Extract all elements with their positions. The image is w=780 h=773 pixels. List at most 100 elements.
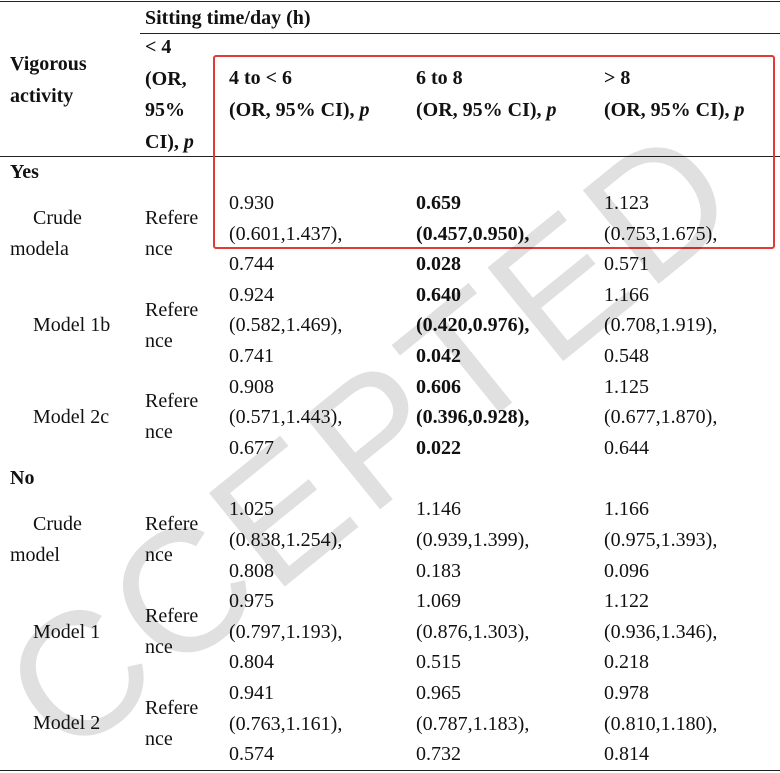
result-cell: 1.166 (0.975,1.393), 0.096 (604, 494, 780, 586)
reference: Refere nce (145, 188, 215, 280)
reference-line: Refere (145, 298, 199, 321)
result-cell: 0.941 (0.763,1.161), 0.574 (229, 678, 414, 770)
row-label-text: Model 1b (33, 314, 111, 337)
reference-line: Refere (145, 696, 199, 719)
reference-line: nce (145, 727, 173, 750)
row-label: Model 1b (10, 280, 128, 372)
row-label: Model 1 (10, 586, 128, 678)
reference-line: nce (145, 421, 173, 444)
result-p: 0.808 (229, 559, 274, 582)
result-p: 0.804 (229, 651, 274, 674)
result-ci: (0.797,1.193), (229, 620, 343, 643)
column-label: (OR, 95% CI), (145, 67, 187, 153)
result-or: 1.123 (604, 192, 649, 214)
reference-line: nce (145, 636, 173, 659)
row-label-text: Model 2c (33, 405, 110, 428)
column-p: p (183, 130, 194, 153)
result-p: 0.183 (416, 559, 461, 582)
result-cell: 1.146 (0.939,1.399), 0.183 (416, 494, 601, 586)
column-range: > 8 (604, 67, 631, 89)
result-or: 0.908 (229, 375, 274, 398)
reference-line: nce (145, 544, 173, 567)
result-ci: (0.677,1.870), (604, 406, 718, 429)
result-or: 1.025 (229, 498, 274, 521)
reference: Refere nce (145, 494, 215, 586)
result-ci: (0.582,1.469), (229, 314, 343, 337)
reference-line: nce (145, 329, 173, 352)
result-p: 0.548 (604, 344, 649, 367)
result-or: 1.166 (604, 283, 649, 306)
result-cell: 1.069 (0.876,1.303), 0.515 (416, 586, 601, 678)
row-label: Crude modela (10, 188, 128, 280)
result-p: 0.218 (604, 651, 649, 674)
column-header: < 4 (OR, 95% CI), p (145, 32, 213, 158)
result-or: 0.975 (229, 590, 274, 613)
result-ci: (0.708,1.919), (604, 314, 718, 337)
result-ci: (0.457,0.950), (416, 222, 530, 245)
result-ci: (0.571,1.443), (229, 406, 343, 429)
result-cell: 1.122 (0.936,1.346), 0.218 (604, 586, 780, 678)
reference-line: Refere (145, 390, 199, 413)
reference: Refere nce (145, 586, 215, 678)
result-ci: (0.975,1.393), (604, 528, 718, 551)
result-p: 0.574 (229, 743, 274, 766)
result-or: 0.941 (229, 682, 274, 704)
column-range: 4 to < 6 (229, 67, 293, 89)
row-label: Crude model (10, 494, 128, 586)
result-cell: 0.640 (0.420,0.976), 0.042 (416, 280, 601, 372)
column-p: p (546, 98, 557, 121)
reference: Refere nce (145, 280, 215, 372)
column-range: < 4 (145, 36, 172, 58)
column-header: > 8 (OR, 95% CI), p (604, 63, 780, 126)
result-or: 0.978 (604, 682, 649, 704)
header-rule (0, 156, 780, 157)
result-or: 1.069 (416, 590, 461, 613)
result-cell: 0.924 (0.582,1.469), 0.741 (229, 280, 414, 372)
reference-line: Refere (145, 206, 199, 229)
reference: Refere nce (145, 678, 215, 770)
column-header: 4 to < 6 (OR, 95% CI), p (229, 63, 414, 126)
result-cell: 0.606 (0.396,0.928), 0.022 (416, 372, 601, 464)
row-label-text: Crude modela (10, 206, 82, 260)
result-ci: (0.838,1.254), (229, 528, 343, 551)
result-ci: (0.396,0.928), (416, 406, 530, 429)
result-p: 0.741 (229, 344, 274, 367)
reference: Refere nce (145, 372, 215, 464)
result-cell: 0.659 (0.457,0.950), 0.028 (416, 188, 601, 280)
reference-line: Refere (145, 513, 199, 536)
column-label: (OR, 95% CI), (229, 98, 355, 121)
row-label-text: Model 2 (33, 712, 101, 735)
row-label-text: Crude model (10, 513, 82, 567)
result-p: 0.096 (604, 559, 649, 582)
group-rule (140, 33, 780, 34)
result-ci: (0.936,1.346), (604, 620, 718, 643)
row-header: Vigorous activity (10, 53, 87, 107)
result-or: 0.659 (416, 192, 461, 214)
highlight-box (213, 55, 775, 249)
result-or: 1.125 (604, 375, 649, 398)
result-p: 0.571 (604, 253, 649, 276)
result-ci: (0.601,1.437), (229, 222, 343, 245)
result-cell: 0.908 (0.571,1.443), 0.677 (229, 372, 414, 464)
bottom-rule (0, 770, 780, 771)
result-p: 0.022 (416, 436, 461, 459)
result-or: 1.146 (416, 498, 461, 521)
section-title: No (10, 467, 35, 490)
result-or: 0.606 (416, 375, 461, 398)
result-or: 1.122 (604, 590, 649, 613)
result-p: 0.028 (416, 253, 461, 276)
result-ci: (0.420,0.976), (416, 314, 530, 337)
result-or: 0.924 (229, 283, 274, 306)
result-ci: (0.810,1.180), (604, 712, 718, 735)
result-p: 0.644 (604, 436, 649, 459)
row-label: Model 2c (10, 372, 128, 464)
result-ci: (0.787,1.183), (416, 712, 530, 735)
column-p: p (734, 98, 745, 121)
result-or: 0.930 (229, 192, 274, 214)
result-p: 0.814 (604, 743, 649, 766)
result-cell: 1.123 (0.753,1.675), 0.571 (604, 188, 780, 280)
column-range: 6 to 8 (416, 67, 463, 89)
result-or: 0.640 (416, 283, 461, 306)
result-cell: 0.978 (0.810,1.180), 0.814 (604, 678, 780, 770)
result-ci: (0.763,1.161), (229, 712, 343, 735)
